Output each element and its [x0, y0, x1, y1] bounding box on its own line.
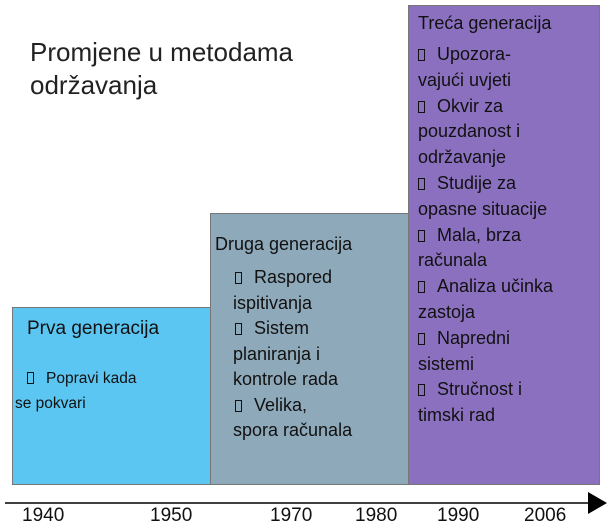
bullet: [418, 281, 425, 294]
item-line: Upozora-: [418, 42, 599, 68]
item-line: pouzdanost i: [418, 119, 599, 145]
item-text: vajući uvjeti: [418, 69, 512, 90]
item-text: Okvir za: [437, 95, 504, 116]
item-line: Okvir za: [418, 94, 599, 120]
item-line: Stručnost i: [418, 377, 599, 403]
item-text: opasne situacije: [418, 198, 548, 219]
bullet: [418, 229, 425, 242]
bullet: [27, 372, 34, 384]
item-text: Mala, brza: [437, 224, 522, 245]
item-text: računala: [418, 250, 488, 271]
generation-title: Prva generacija: [27, 318, 160, 339]
year-label: 1950: [150, 505, 193, 526]
generation-box: Prva generacija Popravi kada se pokvari: [12, 307, 211, 485]
year-label: 1980: [355, 505, 398, 526]
item-line: sistemi: [418, 352, 599, 378]
item-text: planiranja i: [233, 343, 321, 364]
item-line: Popravi kada: [27, 366, 210, 391]
bullet: [418, 384, 425, 397]
item-text: zastoja: [418, 301, 476, 322]
item-line: timski rad: [418, 403, 599, 429]
bullet: [418, 100, 425, 113]
item-text: Analiza učinka: [437, 276, 554, 297]
bullet: [235, 323, 242, 335]
year-label: 1940: [22, 505, 65, 526]
item-line: Studije za: [418, 171, 599, 197]
title-line: održavanja: [30, 70, 158, 100]
item-line: se pokvari: [15, 391, 210, 416]
item-line: Raspored: [235, 265, 408, 291]
item-text: sistemi: [418, 353, 475, 374]
item-text: Upozora-: [437, 44, 512, 64]
timeline-axis: [5, 492, 607, 514]
item-text: Napredni: [437, 327, 511, 348]
generation-title: Druga generacija: [215, 234, 353, 254]
bullet: [418, 49, 425, 61]
item-line: održavanje: [418, 145, 599, 171]
generation-title: Treća generacija: [418, 13, 552, 33]
item-line: računala: [418, 248, 599, 274]
item-text: kontrole rada: [233, 369, 339, 389]
item-line: Napredni: [418, 326, 599, 352]
item-line: Sistem: [235, 316, 408, 342]
bullet: [418, 177, 425, 190]
generation-box: Treća generacija Upozora-vajući uvjeti Okv…: [408, 5, 600, 485]
year-label: 1970: [270, 505, 313, 526]
bullet: [235, 399, 242, 412]
year-label: 1990: [437, 505, 480, 526]
item-line: vajući uvjeti: [418, 68, 599, 94]
item-line: planiranja i: [233, 342, 408, 368]
item-text: održavanje: [418, 147, 507, 168]
title-line: Promjene u metodama: [30, 37, 294, 67]
item-text: Velika,: [254, 394, 308, 415]
item-text: se pokvari: [15, 395, 86, 412]
item-text: spora računala: [233, 420, 353, 440]
item-text: pouzdanost i: [418, 121, 521, 142]
item-line: opasne situacije: [418, 197, 599, 223]
item-text: Stručnost i: [437, 379, 523, 400]
item-text: ispitivanja: [233, 292, 313, 313]
item-text: timski rad: [418, 405, 496, 426]
bullet: [235, 272, 242, 284]
item-line: zastoja: [418, 300, 599, 326]
item-text: Popravi kada: [46, 370, 137, 387]
item-line: Mala, brza: [418, 223, 599, 249]
item-line: spora računala: [233, 418, 408, 444]
axis-arrow: [588, 492, 607, 514]
bullet: [418, 332, 425, 345]
item-line: Analiza učinka: [418, 274, 599, 300]
year-label: 2006: [524, 505, 567, 526]
item-line: ispitivanja: [233, 291, 408, 317]
item-line: kontrole rada: [233, 367, 408, 393]
slide-title: Promjene u metodama održavanja: [30, 36, 293, 102]
item-text: Sistem: [254, 318, 310, 338]
item-text: Studije za: [437, 172, 517, 193]
item-line: Velika,: [235, 393, 408, 419]
item-text: Raspored: [254, 267, 333, 287]
generation-box: Druga generacija Raspored ispitivanja Siste…: [210, 213, 409, 485]
